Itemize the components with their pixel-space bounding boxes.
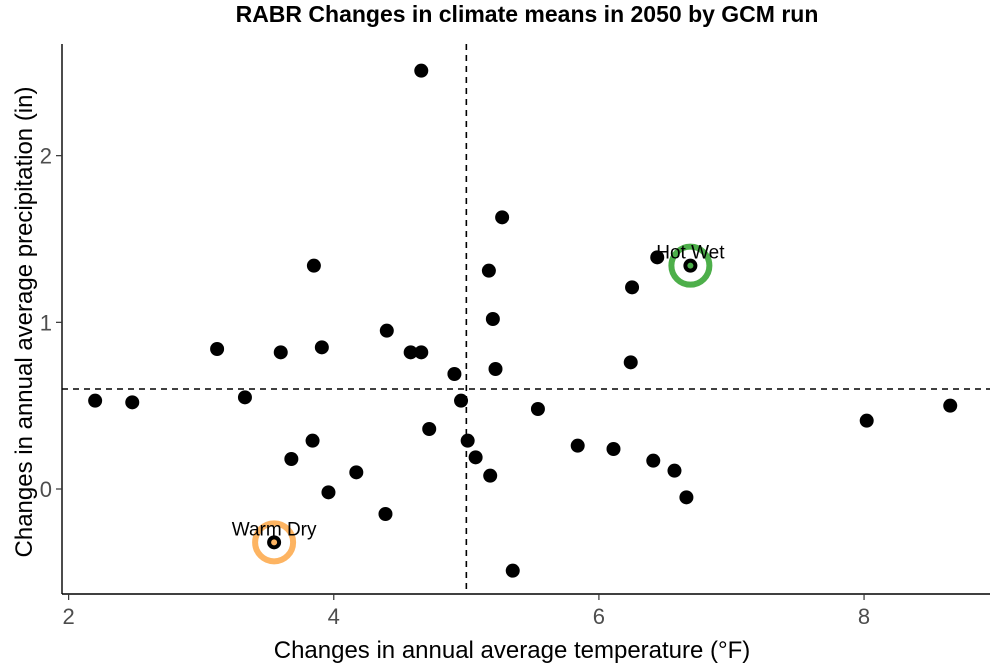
data-point — [314, 340, 329, 355]
y-tick-label: 2 — [40, 144, 52, 169]
x-tick-label: 2 — [63, 604, 75, 629]
data-point — [623, 355, 638, 370]
data-point — [378, 507, 393, 521]
y-tick-label: 1 — [40, 310, 52, 335]
x-tick-label: 8 — [858, 604, 870, 629]
chart-title: RABR Changes in climate means in 2050 by… — [236, 1, 819, 27]
data-point — [481, 263, 496, 278]
data-point — [422, 422, 437, 436]
data-point — [468, 450, 483, 465]
data-point — [349, 465, 364, 480]
x-tick-label: 6 — [593, 604, 605, 629]
y-tick-label: 0 — [40, 477, 52, 502]
data-point — [505, 563, 520, 578]
data-point — [460, 433, 475, 448]
data-point — [606, 442, 621, 456]
data-point — [488, 362, 503, 376]
highlight-label-hot-wet: Hot Wet — [656, 243, 725, 264]
data-point — [646, 453, 661, 468]
data-point — [454, 393, 469, 408]
data-point — [667, 463, 682, 478]
data-point — [284, 452, 299, 466]
data-point — [305, 433, 320, 448]
data-point — [321, 485, 336, 500]
x-tick-label: 4 — [328, 604, 340, 629]
data-point — [570, 438, 585, 453]
data-point — [414, 63, 429, 78]
highlight-ring-hot-wet — [668, 243, 713, 288]
data-point — [125, 395, 140, 410]
data-point — [210, 342, 225, 356]
data-point — [485, 312, 500, 326]
data-point — [495, 210, 510, 225]
data-point — [379, 323, 394, 338]
data-point — [483, 468, 498, 483]
data-point — [943, 398, 958, 413]
highlight-point-warm-dry — [271, 539, 278, 546]
data-point — [273, 345, 288, 360]
data-point — [403, 345, 418, 360]
data-point — [88, 393, 103, 408]
axis-ticks: 2 4 6 8 0 1 2 — [40, 144, 870, 629]
data-point — [530, 402, 545, 416]
plot-area: Hot Wet Warm Dry — [62, 44, 990, 594]
highlight-ring-warm-dry — [252, 520, 297, 565]
highlight-label-warm-dry: Warm Dry — [232, 519, 317, 540]
data-point — [650, 250, 665, 265]
data-point — [625, 280, 640, 295]
x-axis-title: Changes in annual average temperature (°… — [274, 637, 751, 664]
data-point — [306, 258, 321, 273]
y-axis-title: Changes in annual average precipitation … — [11, 87, 38, 558]
data-point — [414, 345, 429, 360]
data-point — [679, 490, 694, 505]
data-point — [859, 413, 874, 428]
highlight-point-hot-wet — [687, 262, 694, 269]
data-point — [447, 367, 462, 381]
data-point — [237, 390, 252, 405]
